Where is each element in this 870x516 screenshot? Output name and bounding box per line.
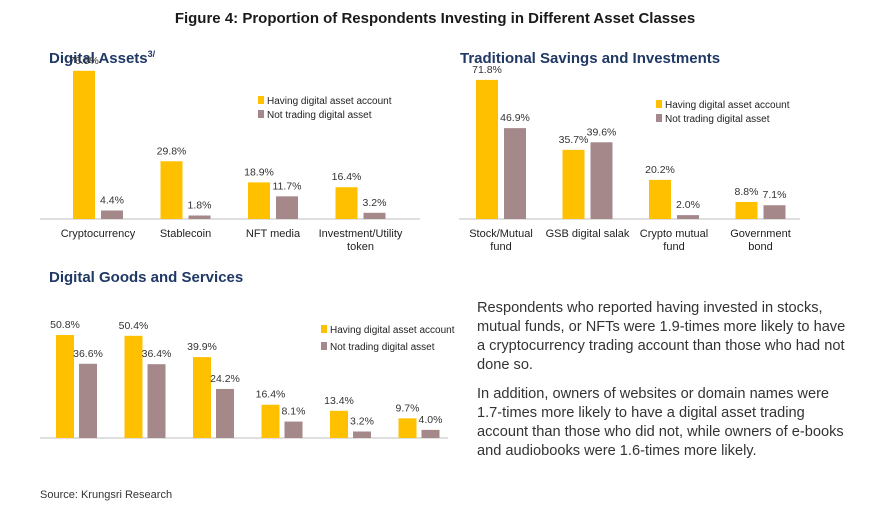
- bar-s2-0: [101, 210, 123, 219]
- legend-label-2: Not trading digital asset: [330, 342, 435, 353]
- bar-s1-0: [56, 335, 74, 438]
- data-label-s1-1: 29.8%: [157, 145, 187, 157]
- data-label-s1-0: 50.8%: [50, 319, 80, 331]
- data-label-s2-0: 36.6%: [73, 348, 103, 360]
- legend-label-1: Having digital asset account: [330, 325, 455, 336]
- category-label-3-line0: Government: [730, 228, 791, 240]
- legend-swatch-1: [258, 96, 264, 104]
- data-label-s2-0: 4.4%: [100, 194, 124, 206]
- legend-label-1: Having digital asset account: [267, 96, 392, 107]
- bar-s1-4: [330, 410, 348, 438]
- bar-s2-1: [188, 215, 211, 219]
- bar-s1-1: [124, 335, 143, 438]
- bar-s1-2: [649, 179, 671, 219]
- panel-title-digital-assets: Digital Assets3/: [49, 49, 156, 67]
- bar-s1-2: [193, 357, 211, 438]
- bar-s2-3: [763, 205, 786, 219]
- note-text: Respondents who reported having invested…: [477, 299, 849, 471]
- category-label-1: Stablecoin: [160, 228, 211, 240]
- data-label-s1-4: 13.4%: [324, 395, 354, 407]
- bar-s1-1: [160, 161, 183, 219]
- legend-swatch-2: [321, 342, 327, 350]
- bar-s2-2: [276, 196, 298, 219]
- note-paragraph-1: Respondents who reported having invested…: [477, 300, 846, 373]
- data-label-s2-0: 46.9%: [500, 112, 530, 124]
- bar-s1-3: [335, 187, 358, 219]
- bar-s1-5: [398, 418, 417, 438]
- data-label-s1-5: 9.7%: [396, 402, 420, 414]
- data-label-s2-2: 11.7%: [273, 180, 302, 192]
- data-label-s1-0: 76.5%: [69, 55, 99, 67]
- data-label-s1-2: 20.2%: [645, 164, 675, 176]
- bar-s2-3: [363, 212, 386, 219]
- source-note: Source: Krungsri Research: [40, 489, 173, 501]
- data-label-s1-2: 18.9%: [244, 166, 274, 178]
- data-label-s2-4: 3.2%: [350, 416, 374, 428]
- bar-s2-1: [590, 142, 613, 219]
- data-label-s1-3: 16.4%: [332, 171, 362, 183]
- bar-s1-3: [261, 404, 280, 438]
- data-label-s1-2: 39.9%: [187, 341, 217, 353]
- data-label-s2-1: 39.6%: [587, 126, 617, 138]
- bar-s2-2: [677, 215, 699, 219]
- legend-swatch-2: [656, 114, 662, 122]
- bar-s1-3: [735, 201, 758, 219]
- data-label-s2-3: 3.2%: [363, 197, 387, 209]
- data-label-s2-2: 24.2%: [210, 373, 240, 385]
- bar-s2-1: [147, 364, 166, 438]
- category-label-0-line1: fund: [490, 241, 511, 253]
- category-label-2-line1: fund: [663, 241, 684, 253]
- panel-title-traditional-savings: Traditional Savings and Investments: [460, 50, 721, 67]
- bar-s2-5: [421, 429, 440, 438]
- legend-label-2: Not trading digital asset: [665, 114, 770, 125]
- category-label-2: NFT media: [246, 228, 301, 240]
- data-label-s2-2: 2.0%: [676, 199, 700, 211]
- data-label-s2-1: 36.4%: [142, 348, 172, 360]
- bar-s1-1: [562, 149, 585, 219]
- bar-s1-0: [73, 70, 95, 219]
- category-label-0: Cryptocurrency: [61, 228, 136, 240]
- panel-title-digital-goods: Digital Goods and Services: [49, 269, 244, 286]
- bar-s2-0: [504, 128, 526, 219]
- bar-s1-2: [248, 182, 270, 219]
- data-label-s2-3: 7.1%: [763, 189, 787, 201]
- data-label-s2-3: 8.1%: [282, 406, 306, 418]
- data-label-s2-5: 4.0%: [419, 414, 443, 426]
- category-label-3-line1: token: [347, 241, 374, 253]
- note-paragraph-2: In addition, owners of websites or domai…: [477, 386, 844, 459]
- data-label-s1-1: 50.4%: [119, 320, 149, 332]
- data-label-s1-0: 71.8%: [472, 64, 502, 76]
- bar-s2-3: [284, 421, 303, 438]
- figure-title: Figure 4: Proportion of Respondents Inve…: [174, 10, 696, 27]
- bar-s2-4: [353, 431, 371, 438]
- data-label-s1-3: 8.8%: [735, 186, 759, 198]
- legend-swatch-1: [321, 325, 327, 333]
- category-label-3-line1: bond: [748, 241, 772, 253]
- data-label-s2-1: 1.8%: [188, 200, 212, 212]
- bar-s2-0: [79, 363, 97, 438]
- bar-s1-0: [476, 79, 498, 219]
- legend-label-1: Having digital asset account: [665, 100, 790, 111]
- category-label-3-line0: Investment/Utility: [319, 228, 403, 240]
- category-label-2-line0: Crypto mutual: [640, 228, 708, 240]
- bar-s2-2: [216, 388, 234, 438]
- legend-swatch-1: [656, 100, 662, 108]
- category-label-1: GSB digital salak: [546, 228, 630, 240]
- data-label-s1-1: 35.7%: [559, 134, 589, 146]
- data-label-s1-3: 16.4%: [256, 389, 286, 401]
- legend-swatch-2: [258, 110, 264, 118]
- legend-label-2: Not trading digital asset: [267, 110, 372, 121]
- category-label-0-line0: Stock/Mutual: [469, 228, 533, 240]
